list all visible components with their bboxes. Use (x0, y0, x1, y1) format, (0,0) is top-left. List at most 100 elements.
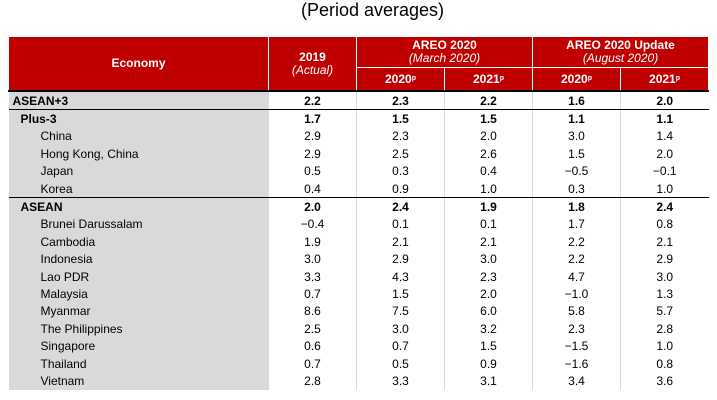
value-cell: 1.0 (619, 179, 709, 199)
value-cell: 0.5 (268, 162, 357, 180)
value-cell: 6.0 (444, 302, 533, 321)
table-row: Hong Kong, China 2.9 2.5 2.6 1.5 2.0 (8, 145, 709, 163)
value-cell: 2.9 (356, 250, 445, 268)
value-cell: 1.0 (619, 337, 709, 355)
table-row: Japan 0.5 0.3 0.4 −0.5 −0.1 (8, 162, 709, 180)
value-cell: 1.4 (619, 127, 709, 146)
value-cell: 0.4 (268, 179, 357, 199)
value-cell: 1.5 (532, 145, 621, 163)
value-cell: 1.5 (444, 109, 533, 128)
header-update: AREO 2020 Update (August 2020) (531, 36, 710, 68)
value-cell: 2.2 (532, 250, 621, 268)
value-cell: 1.0 (444, 179, 533, 199)
value-cell: 3.1 (444, 372, 533, 390)
economy-name: Lao PDR (8, 267, 269, 286)
value-cell: 2.3 (356, 127, 445, 146)
value-cell: 2.3 (444, 267, 533, 286)
value-cell: 3.0 (356, 320, 445, 338)
header-2019-year: 2019 (299, 49, 326, 64)
value-cell: 2.0 (444, 127, 533, 146)
table-row: Korea 0.4 0.9 1.0 0.3 1.0 (8, 179, 709, 199)
value-cell: 1.7 (532, 215, 621, 234)
value-cell: 0.9 (444, 354, 533, 373)
projection-mark: p (411, 74, 416, 82)
value-cell: 2.0 (268, 197, 357, 216)
economy-name: Malaysia (8, 285, 269, 303)
value-cell: 0.6 (268, 337, 357, 355)
header-update-2020: 2020p (532, 67, 621, 92)
value-cell: 2.9 (619, 250, 709, 268)
value-cell: 5.7 (619, 302, 709, 321)
value-cell: 0.4 (444, 162, 533, 180)
table-row: Vietnam 2.8 3.3 3.1 3.4 3.6 (8, 372, 709, 390)
value-cell: 0.5 (356, 354, 445, 373)
value-cell: 0.3 (532, 179, 621, 199)
value-cell: 3.2 (444, 320, 533, 338)
economy-name: Japan (8, 162, 269, 180)
value-cell: 1.5 (444, 337, 533, 355)
value-cell: 1.9 (444, 197, 533, 216)
value-cell: 3.0 (268, 250, 357, 268)
value-cell: 1.6 (532, 90, 621, 111)
value-cell: 1.9 (268, 233, 357, 251)
table-row: China 2.9 2.3 2.0 3.0 1.4 (8, 127, 709, 146)
projection-mark: p (587, 74, 592, 82)
table-body: ASEAN+3 2.2 2.3 2.2 1.6 2.0 Plus-3 1.7 1.5 1.5 1.1… (8, 90, 709, 390)
value-cell: 1.7 (268, 109, 357, 128)
table-row: Myanmar 8.6 7.5 6.0 5.8 5.7 (8, 302, 709, 321)
value-cell: 1.5 (356, 109, 445, 128)
value-cell: −0.1 (619, 162, 709, 180)
year-label: 2020 (385, 71, 412, 86)
header-update-2021: 2021p (619, 67, 710, 92)
value-cell: 5.8 (532, 302, 621, 321)
economy-name: Cambodia (8, 233, 269, 251)
header-areo: AREO 2020 (March 2020) (356, 36, 533, 68)
header-update-sub: (August 2020) (582, 51, 659, 65)
header-areo-2020: 2020p (356, 67, 445, 92)
header-areo-2021: 2021p (444, 67, 533, 92)
year-label: 2021 (649, 71, 676, 86)
economy-name: Hong Kong, China (8, 145, 269, 163)
table-subtitle: (Period averages) (0, 0, 717, 22)
value-cell: 2.2 (444, 90, 533, 111)
economy-name: Korea (8, 179, 269, 199)
value-cell: 2.6 (444, 145, 533, 163)
table-row: Cambodia 1.9 2.1 2.1 2.2 2.1 (8, 233, 709, 251)
economy-name: Plus-3 (8, 109, 269, 128)
value-cell: 3.6 (619, 372, 709, 390)
value-cell: 0.7 (268, 354, 357, 373)
value-cell: 0.7 (356, 337, 445, 355)
header-update-title: AREO 2020 Update (566, 38, 675, 52)
table-row: Brunei Darussalam −0.4 0.1 0.1 1.7 0.8 (8, 215, 709, 234)
table-row: Thailand 0.7 0.5 0.9 −1.6 0.8 (8, 354, 709, 373)
value-cell: 1.3 (619, 285, 709, 303)
economy-name: Singapore (8, 337, 269, 355)
table-row: Singapore 0.6 0.7 1.5 −1.5 1.0 (8, 337, 709, 355)
table-row: Malaysia 0.7 1.5 2.0 −1.0 1.3 (8, 285, 709, 303)
economy-name: Indonesia (8, 250, 269, 268)
value-cell: 2.9 (268, 145, 357, 163)
value-cell: 0.9 (356, 179, 445, 199)
projection-mark: p (499, 74, 504, 82)
value-cell: 0.1 (356, 215, 445, 234)
table-row: Indonesia 3.0 2.9 3.0 2.2 2.9 (8, 250, 709, 268)
economy-name: Thailand (8, 354, 269, 373)
economy-name: Myanmar (8, 302, 269, 321)
value-cell: 2.1 (444, 233, 533, 251)
value-cell: −1.6 (532, 354, 621, 373)
economy-name: The Philippines (8, 320, 269, 338)
value-cell: 1.1 (619, 109, 709, 128)
forecast-table: Economy 2019 (Actual) AREO 2020 (March 2… (8, 36, 710, 390)
value-cell: 2.0 (619, 90, 709, 111)
value-cell: −1.0 (532, 285, 621, 303)
table-row: Plus-3 1.7 1.5 1.5 1.1 1.1 (8, 109, 709, 128)
economy-name: Brunei Darussalam (8, 215, 269, 234)
table-row: The Philippines 2.5 3.0 3.2 2.3 2.8 (8, 320, 709, 338)
value-cell: 4.3 (356, 267, 445, 286)
value-cell: 4.7 (532, 267, 621, 286)
value-cell: 2.0 (619, 145, 709, 163)
value-cell: 3.0 (444, 250, 533, 268)
economy-name: ASEAN+3 (8, 90, 269, 111)
value-cell: 3.3 (356, 372, 445, 390)
value-cell: 7.5 (356, 302, 445, 321)
